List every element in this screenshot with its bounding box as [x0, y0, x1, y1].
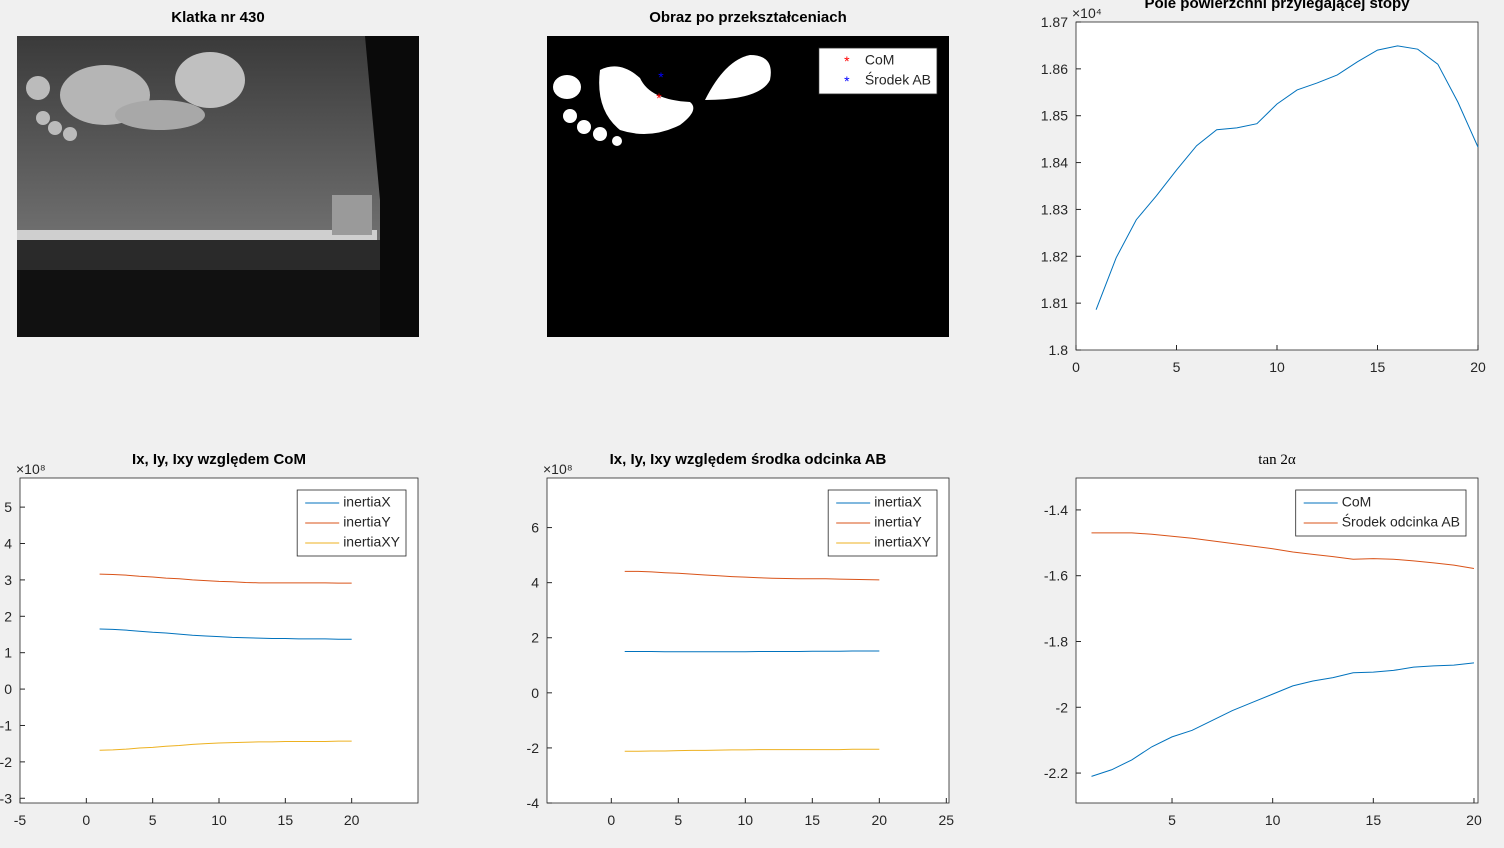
- legend-label: CoM: [865, 52, 895, 68]
- x-tick-label: 15: [1366, 812, 1382, 828]
- x-tick-label: 15: [1370, 359, 1386, 375]
- y-tick-label: 6: [531, 520, 539, 536]
- y-tick-label: 0: [531, 685, 539, 701]
- legend-box: [818, 47, 938, 95]
- legend-marker: *: [844, 73, 850, 89]
- y-tick-label: 1.85: [1041, 108, 1068, 124]
- x-tick-label: 15: [805, 812, 821, 828]
- x-tick-label: 5: [1168, 812, 1176, 828]
- y-tick-label: 3: [4, 572, 12, 588]
- data-line: [624, 570, 880, 581]
- legend-label: inertiaX: [343, 494, 391, 510]
- chart-title: Pole powierzchni przylegającej stopy: [1144, 0, 1410, 12]
- y-tick-label: 0: [4, 681, 12, 697]
- x-tick-label: 5: [149, 812, 157, 828]
- x-tick-label: -5: [14, 812, 27, 828]
- data-line: [99, 573, 352, 584]
- data-line: [99, 628, 352, 640]
- plot-area: [1075, 21, 1479, 351]
- chart-title: Ix, Iy, Ixy względem CoM: [132, 451, 306, 468]
- y-tick-label: -2: [0, 754, 12, 770]
- legend-label: inertiaXY: [343, 534, 400, 550]
- legend: CoM Środek odcinka AB: [1295, 489, 1467, 537]
- legend-marker: *: [844, 53, 850, 69]
- y-tick-label: 1.86: [1041, 61, 1068, 77]
- com-marker: *: [656, 90, 662, 106]
- x-tick-label: 0: [607, 812, 615, 828]
- legend: inertiaX inertiaY inertiaXY: [827, 489, 938, 557]
- x-tick-label: 0: [1072, 359, 1080, 375]
- y-tick-label: -4: [527, 795, 540, 811]
- data-line: [1091, 662, 1475, 777]
- data-line: [624, 650, 880, 653]
- x-tick-label: 10: [211, 812, 227, 828]
- data-line: [624, 748, 880, 752]
- y-tick-label: -1.4: [1044, 502, 1068, 518]
- chart-title: Ix, Iy, Ixy względem środka odcinka AB: [610, 451, 887, 468]
- y-tick-label: 1.81: [1041, 295, 1068, 311]
- y-tick-label: -1.8: [1044, 633, 1068, 649]
- x-tick-label: 20: [1470, 359, 1486, 375]
- x-tick-label: 20: [1466, 812, 1482, 828]
- x-tick-label: 25: [939, 812, 955, 828]
- y-tick-label: -2: [1056, 699, 1069, 715]
- chart-title: tan 2α: [1258, 452, 1296, 468]
- y-exponent: ×10⁸: [543, 461, 573, 477]
- x-tick-label: 15: [278, 812, 294, 828]
- y-tick-label: 5: [4, 499, 12, 515]
- ab-marker: *: [658, 69, 664, 85]
- y-tick-label: 4: [531, 575, 539, 591]
- y-tick-label: 1.8: [1049, 342, 1069, 358]
- y-tick-label: 1.87: [1041, 14, 1068, 30]
- y-tick-label: 1: [4, 645, 12, 661]
- y-tick-label: -1: [0, 717, 12, 733]
- data-line: [1091, 532, 1475, 569]
- y-tick-label: 4: [4, 536, 12, 552]
- legend-label: Środek AB: [865, 71, 931, 88]
- y-exponent: ×10⁸: [16, 461, 46, 477]
- chart-title: Obraz po przekształceniach: [649, 9, 847, 26]
- data-line: [1095, 45, 1479, 310]
- y-tick-label: 1.84: [1041, 155, 1068, 171]
- y-tick-label: -1.6: [1044, 568, 1068, 584]
- x-tick-label: 20: [344, 812, 360, 828]
- legend: inertiaX inertiaY inertiaXY: [296, 489, 407, 557]
- x-tick-label: 5: [1173, 359, 1181, 375]
- data-line: [99, 740, 352, 751]
- legend: CoM Środek AB * *: [818, 47, 938, 95]
- y-tick-label: -2: [527, 740, 540, 756]
- x-tick-label: 5: [674, 812, 682, 828]
- legend-label: Środek odcinka AB: [1342, 513, 1460, 530]
- legend-label: inertiaY: [874, 514, 922, 530]
- y-tick-label: 2: [531, 630, 539, 646]
- legend-label: CoM: [1342, 494, 1372, 510]
- y-tick-label: 2: [4, 608, 12, 624]
- y-tick-label: 1.82: [1041, 248, 1068, 264]
- chart-title: Klatka nr 430: [171, 9, 264, 26]
- x-tick-label: 10: [1265, 812, 1281, 828]
- y-tick-label: -3: [0, 790, 12, 806]
- camera-frame: [17, 36, 419, 337]
- legend-label: inertiaX: [874, 494, 922, 510]
- x-tick-label: 10: [738, 812, 754, 828]
- x-tick-label: 0: [82, 812, 90, 828]
- y-tick-label: -2.2: [1044, 765, 1068, 781]
- x-tick-label: 20: [872, 812, 888, 828]
- legend-label: inertiaXY: [874, 534, 931, 550]
- legend-box: [1295, 489, 1467, 537]
- legend-label: inertiaY: [343, 514, 391, 530]
- y-tick-label: 1.83: [1041, 201, 1068, 217]
- y-exponent: ×10⁴: [1072, 5, 1102, 21]
- x-tick-label: 10: [1269, 359, 1285, 375]
